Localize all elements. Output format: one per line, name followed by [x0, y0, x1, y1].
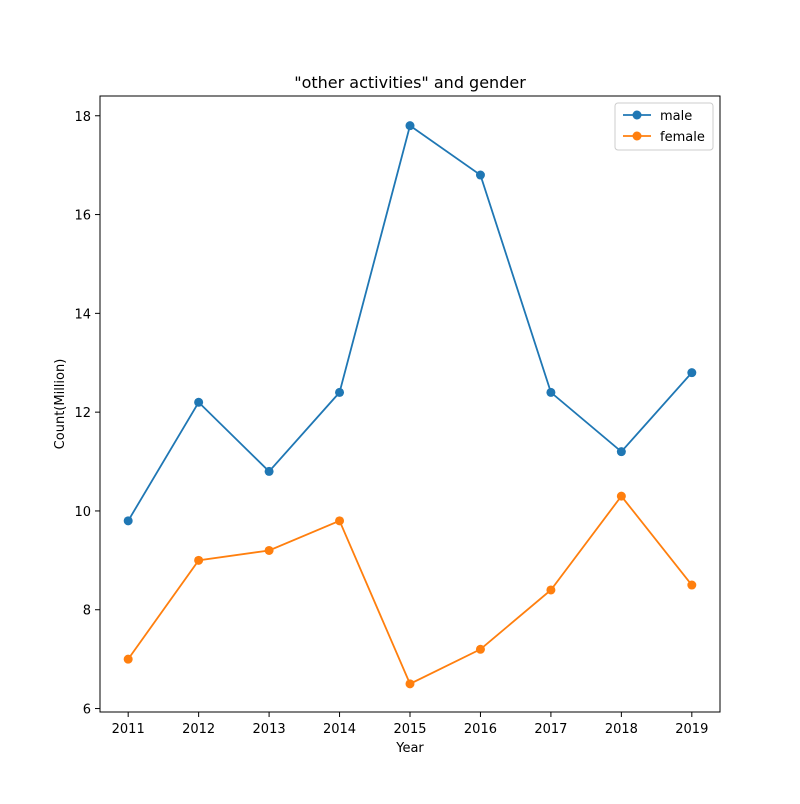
x-tick-label-2014: 2014 — [323, 722, 356, 737]
y-tick-label-10: 10 — [74, 505, 91, 520]
data-point-male-2013 — [264, 466, 274, 476]
data-point-male-2017 — [546, 387, 556, 397]
data-point-male-2016 — [475, 170, 485, 180]
chart-title: "other activities" and gender — [294, 73, 526, 92]
x-tick-label-2019: 2019 — [675, 722, 708, 737]
x-tick-label-2016: 2016 — [464, 722, 497, 737]
x-tick-label-2011: 2011 — [112, 722, 145, 737]
data-point-female-2019 — [687, 580, 697, 590]
y-tick-label-14: 14 — [74, 307, 91, 322]
y-tick-label-8: 8 — [83, 604, 91, 619]
x-tick-label-2017: 2017 — [534, 722, 567, 737]
series-line-female — [127, 494, 693, 686]
data-point-female-2014 — [335, 516, 345, 526]
y-axis-label: Count(Million) — [53, 359, 68, 450]
data-point-male-2012 — [194, 397, 204, 407]
x-tick-label-2012: 2012 — [182, 722, 215, 737]
legend-label-female: female — [660, 130, 705, 145]
data-point-female-2013 — [264, 545, 274, 555]
axes-frame — [99, 95, 721, 713]
y-tick-label-18: 18 — [74, 110, 91, 125]
data-point-male-2011 — [123, 516, 133, 526]
data-point-female-2016 — [475, 644, 485, 654]
data-point-male-2014 — [335, 387, 345, 397]
y-tick-label-12: 12 — [74, 406, 91, 421]
data-point-female-2015 — [405, 679, 415, 689]
x-tick-label-2018: 2018 — [605, 722, 638, 737]
y-tick-label-6: 6 — [83, 703, 91, 718]
data-point-female-2017 — [546, 585, 556, 595]
x-tick-label-2013: 2013 — [253, 722, 286, 737]
data-point-female-2012 — [194, 555, 204, 565]
legend-label-male: male — [660, 109, 692, 124]
data-point-male-2018 — [616, 447, 626, 457]
plot-area: 2011 2012 2013 2014 2015 2016 2017 2018 2019 6 8 10… — [74, 95, 721, 737]
data-point-male-2015 — [405, 121, 415, 131]
legend-marker-male — [632, 110, 642, 120]
y-tick-label-16: 16 — [74, 209, 91, 224]
x-axis-label: Year — [395, 741, 424, 756]
data-point-female-2018 — [616, 491, 626, 501]
data-point-male-2019 — [687, 368, 697, 378]
legend-marker-female — [632, 131, 642, 141]
series-line-male — [127, 124, 693, 522]
data-point-female-2011 — [123, 654, 133, 664]
x-tick-label-2015: 2015 — [393, 722, 426, 737]
